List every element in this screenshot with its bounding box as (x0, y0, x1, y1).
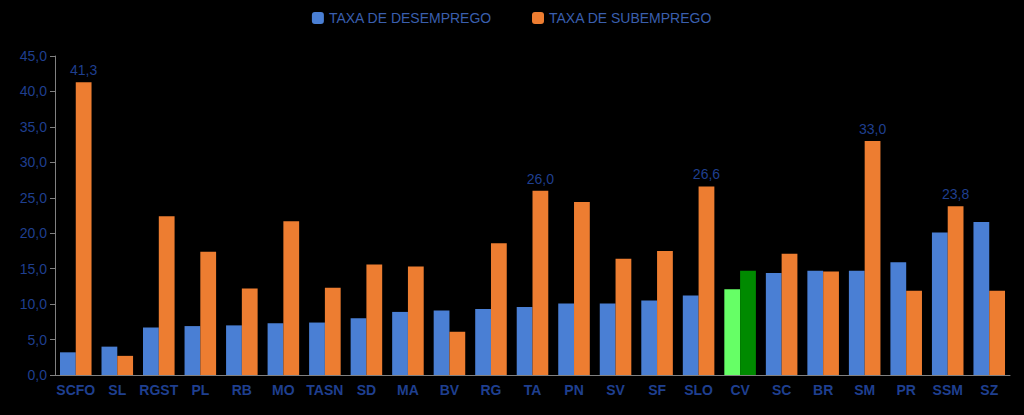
svg-text:BR: BR (813, 382, 833, 398)
svg-text:25,0: 25,0 (20, 190, 47, 206)
svg-text:RG: RG (480, 382, 501, 398)
svg-text:SLO: SLO (684, 382, 713, 398)
svg-text:MO: MO (272, 382, 295, 398)
svg-text:45,0: 45,0 (20, 48, 47, 64)
svg-text:TASN: TASN (306, 382, 343, 398)
svg-text:33,0: 33,0 (859, 121, 886, 137)
svg-text:SZ: SZ (980, 382, 998, 398)
svg-text:RGST: RGST (139, 382, 178, 398)
svg-text:TAXA DE DESEMPREGO: TAXA DE DESEMPREGO (329, 10, 491, 26)
svg-text:MA: MA (397, 382, 419, 398)
svg-text:PL: PL (191, 382, 209, 398)
svg-text:RB: RB (232, 382, 252, 398)
svg-text:30,0: 30,0 (20, 154, 47, 170)
svg-text:26,0: 26,0 (527, 171, 554, 187)
svg-text:SD: SD (357, 382, 376, 398)
svg-text:SC: SC (772, 382, 791, 398)
svg-text:23,8: 23,8 (942, 186, 969, 202)
svg-text:PN: PN (564, 382, 583, 398)
svg-text:26,6: 26,6 (693, 166, 720, 182)
svg-text:TA: TA (524, 382, 542, 398)
svg-text:5,0: 5,0 (28, 332, 48, 348)
svg-text:SM: SM (854, 382, 875, 398)
svg-text:PR: PR (896, 382, 915, 398)
svg-text:CV: CV (730, 382, 750, 398)
svg-text:35,0: 35,0 (20, 119, 47, 135)
svg-text:TAXA DE SUBEMPREGO: TAXA DE SUBEMPREGO (549, 10, 711, 26)
svg-text:BV: BV (440, 382, 460, 398)
svg-text:SF: SF (648, 382, 666, 398)
svg-text:15,0: 15,0 (20, 261, 47, 277)
svg-text:40,0: 40,0 (20, 83, 47, 99)
svg-text:SV: SV (606, 382, 625, 398)
svg-text:10,0: 10,0 (20, 296, 47, 312)
svg-text:0,0: 0,0 (28, 367, 48, 383)
svg-text:SSM: SSM (933, 382, 963, 398)
svg-text:41,3: 41,3 (70, 62, 97, 78)
svg-text:20,0: 20,0 (20, 225, 47, 241)
svg-text:SL: SL (108, 382, 126, 398)
svg-text:SCFO: SCFO (56, 382, 95, 398)
